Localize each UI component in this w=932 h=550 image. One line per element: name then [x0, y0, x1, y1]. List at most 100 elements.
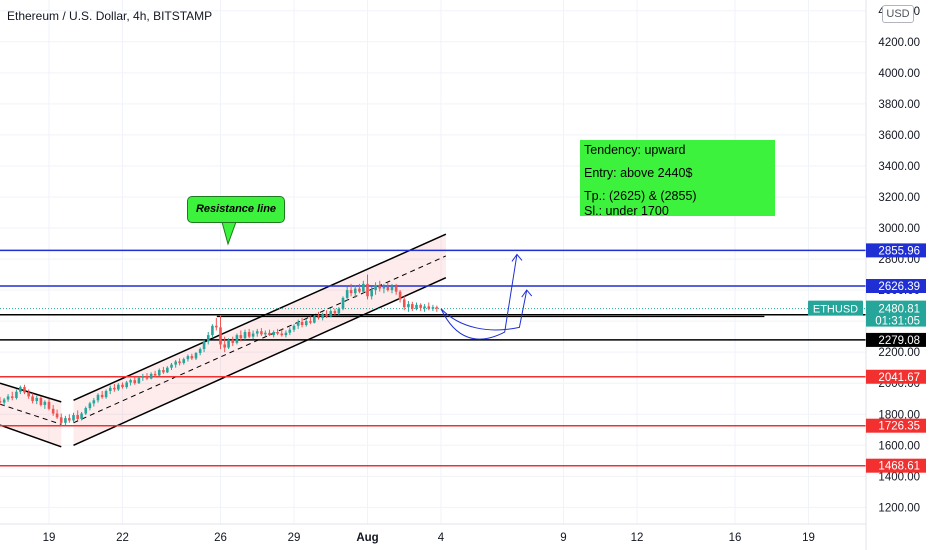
price-level-tag [866, 369, 926, 384]
candle-body [162, 370, 165, 373]
candle-body [68, 418, 71, 421]
candle-body [329, 311, 333, 317]
candle-body [321, 314, 324, 319]
candle-body [125, 382, 128, 388]
candle-body [300, 321, 304, 326]
channel-upper-line [0, 382, 62, 403]
candle-body [239, 335, 243, 339]
price-tick-label: 3000.00 [878, 223, 920, 235]
time-tick-label: 16 [729, 532, 742, 544]
candle-body [145, 376, 149, 379]
projection-curve [440, 254, 518, 340]
price-axis-background [866, 0, 932, 550]
channel-lower-line [0, 424, 62, 448]
projection-curves-layer [440, 253, 533, 340]
candle-body [374, 285, 377, 291]
candle-body [219, 327, 222, 345]
candle-body [39, 397, 43, 405]
candle-body [6, 396, 10, 400]
candle-body [166, 367, 169, 373]
projection-arrowhead [521, 289, 533, 298]
price-level-tag-label: 1726.35 [878, 421, 920, 433]
candle-body [398, 291, 402, 300]
time-tick-label: 9 [560, 532, 566, 544]
projection-arrowhead [511, 253, 523, 262]
last-price-tag [866, 300, 926, 327]
candle-body [64, 418, 67, 423]
candle-body [27, 392, 30, 397]
price-level-labels: 2855.962626.392441.432279.082041.671726.… [808, 243, 926, 473]
candle-body [80, 413, 83, 419]
time-tick-label: 19 [43, 532, 56, 544]
candle-body [55, 413, 59, 418]
candle-body [325, 314, 328, 317]
candle-body [215, 325, 218, 328]
price-axis[interactable]: 1200.001400.001600.001800.002000.002200.… [865, 0, 932, 550]
candle-body [402, 299, 406, 308]
resistance-callout: Resistance line [187, 196, 285, 223]
candle-body [411, 304, 414, 309]
price-level-tag-label: 2626.39 [878, 281, 920, 293]
candle-body [284, 332, 288, 336]
candle-body [296, 321, 300, 326]
candle-body [386, 287, 390, 291]
price-levels-layer [0, 249, 866, 467]
candle-body [435, 307, 439, 309]
candle-body [345, 290, 349, 298]
candle-body [272, 332, 275, 336]
candle-body [84, 408, 88, 414]
candle-body [174, 361, 177, 365]
price-level-tag [866, 458, 926, 473]
candle-body [51, 408, 55, 414]
candle-body [280, 333, 284, 336]
price-tick-label: 3400.00 [878, 161, 920, 173]
channel-upper-line [73, 233, 447, 401]
candle-body [382, 287, 386, 289]
candle-body [92, 400, 96, 404]
candle-body [15, 391, 18, 398]
trade-info-box: Tendency: upward Entry: above 2440$ Tp.:… [580, 140, 775, 218]
price-level-tag [866, 243, 926, 258]
projection-curve [440, 290, 528, 331]
candle-body [129, 380, 132, 383]
candle-body [370, 290, 373, 297]
candle-body [227, 339, 230, 348]
candle-body [2, 399, 6, 403]
candle-body [288, 329, 292, 333]
currency-button[interactable]: USD [882, 5, 914, 23]
entry-text: Entry: above 2440$ [584, 166, 693, 180]
time-tick-label: 22 [116, 532, 129, 544]
candle-body [47, 401, 51, 409]
candle-body [268, 332, 271, 336]
candle-body [337, 308, 341, 314]
candle-body [235, 335, 239, 343]
candle-body [170, 364, 173, 368]
candle-body [317, 316, 320, 319]
candle-body [366, 283, 369, 297]
candle-body [108, 387, 112, 391]
candles-layer [0, 274, 439, 426]
candle-body [223, 344, 226, 348]
channel-fill [0, 383, 62, 447]
price-level-tag [866, 418, 926, 433]
candle-body [423, 306, 426, 308]
time-tick-label: 12 [631, 532, 644, 544]
candle-body [23, 387, 26, 393]
candle-body [419, 304, 422, 308]
channel-mid-line [0, 403, 62, 425]
price-tick-label: 1400.00 [878, 471, 920, 483]
candle-body [394, 286, 398, 292]
time-axis[interactable]: 19 22 26 29 Aug 4 9 12 16 19 [0, 523, 866, 544]
candle-body [133, 380, 137, 384]
candle-body [137, 377, 141, 384]
candle-body [141, 376, 145, 378]
price-tick-label: 1800.00 [878, 409, 920, 421]
candle-body [341, 297, 345, 309]
stop-loss-text: Sl.: under 1700 [584, 204, 669, 218]
candle-body [333, 311, 337, 314]
price-level-tag [866, 279, 926, 294]
take-profit-text: Tp.: (2625) & (2855) [584, 189, 697, 203]
candle-body [149, 373, 153, 379]
candle-body [76, 415, 79, 419]
